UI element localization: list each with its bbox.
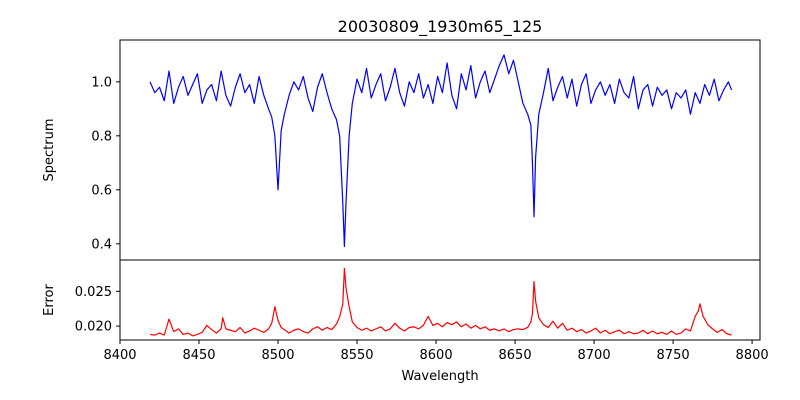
- spectrum-y-tick-label: 0.4: [91, 237, 112, 252]
- x-tick-label: 8800: [736, 348, 769, 363]
- error-axes-frame: [119, 259, 761, 341]
- error-panel: 0.020 0.025 Error: [42, 259, 761, 341]
- spectrum-y-tick-label: 0.8: [91, 129, 112, 144]
- spectrum-series-line: [149, 54, 733, 248]
- spectrum-y-tick-label: 0.6: [91, 183, 112, 198]
- x-tick-label: 8550: [340, 348, 373, 363]
- error-y-tick-label: 0.020: [75, 320, 112, 335]
- chart-title: 20030809_1930m65_125: [338, 17, 543, 37]
- error-y-ticks: 0.020 0.025: [75, 285, 120, 335]
- x-axis-ticks: 8400 8450 8500 8550 8600 8650 8700 8750 8800: [103, 340, 769, 363]
- spectrum-y-axis-label: Spectrum: [42, 119, 57, 182]
- error-series-line: [149, 267, 732, 337]
- x-tick-label: 8600: [420, 348, 453, 363]
- spectrum-y-tick-label: 1.0: [91, 75, 112, 90]
- x-tick-label: 8400: [103, 348, 136, 363]
- spectrum-y-ticks: 0.4 0.6 0.8 1.0: [91, 75, 120, 252]
- error-y-axis-label: Error: [42, 284, 57, 316]
- x-tick-label: 8500: [261, 348, 294, 363]
- x-axis-label: Wavelength: [401, 369, 478, 384]
- x-tick-label: 8750: [657, 348, 690, 363]
- x-tick-label: 8650: [499, 348, 532, 363]
- x-tick-label: 8700: [578, 348, 611, 363]
- error-y-tick-label: 0.025: [75, 285, 112, 300]
- x-tick-label: 8450: [182, 348, 215, 363]
